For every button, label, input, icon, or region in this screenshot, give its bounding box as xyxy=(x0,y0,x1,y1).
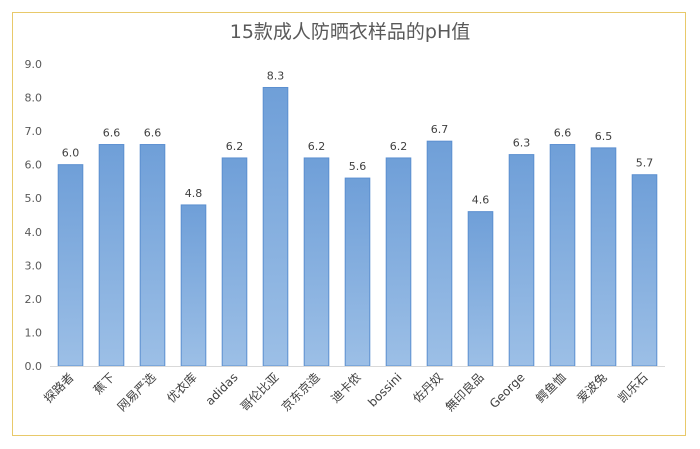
category-label: 迪卡侬 xyxy=(328,370,363,405)
y-tick-label: 9.0 xyxy=(25,58,43,71)
bar xyxy=(508,154,535,367)
bar xyxy=(262,86,289,367)
data-label: 5.6 xyxy=(349,160,367,173)
category-label: 佐丹奴 xyxy=(410,370,445,405)
data-label: 5.7 xyxy=(636,157,654,170)
y-tick-label: 0.0 xyxy=(25,360,43,373)
category-label: 探路者 xyxy=(41,370,77,406)
category-label: 哥伦比亚 xyxy=(237,370,282,415)
bar xyxy=(467,211,494,367)
y-tick-label: 7.0 xyxy=(25,125,43,138)
data-label: 6.5 xyxy=(595,130,613,143)
y-tick-label: 6.0 xyxy=(25,159,43,172)
bars-group xyxy=(57,86,658,367)
bar xyxy=(221,157,248,367)
bar xyxy=(590,147,617,367)
data-label: 8.3 xyxy=(267,69,285,82)
category-label: 蕉下 xyxy=(91,370,118,397)
category-label: 京东京造 xyxy=(279,370,323,414)
category-label: 凯乐石 xyxy=(615,370,650,405)
data-label: 4.8 xyxy=(185,187,203,200)
category-label: 無印良品 xyxy=(442,370,487,415)
bar xyxy=(549,144,576,367)
y-tick-label: 5.0 xyxy=(25,192,43,205)
bar xyxy=(344,177,371,367)
data-label: 4.6 xyxy=(472,194,490,207)
data-label: 6.7 xyxy=(431,123,449,136)
data-label: 6.6 xyxy=(554,127,572,140)
y-tick-label: 8.0 xyxy=(25,92,43,105)
category-label: 网易严选 xyxy=(115,370,159,414)
data-labels-group: 6.0 6.6 6.6 4.8 6.2 8.3 6.2 5.6 6.2 6.7 4.6 6.3 6.6 6… xyxy=(62,69,654,206)
category-label: 鳄鱼恤 xyxy=(533,370,568,405)
chart-title: 15款成人防晒衣样品的pH值 xyxy=(230,21,471,43)
bar xyxy=(303,157,330,367)
bar xyxy=(98,144,125,367)
bar xyxy=(139,144,166,367)
category-label: George xyxy=(487,370,528,411)
bar xyxy=(385,157,412,367)
y-tick-label: 1.0 xyxy=(25,326,43,339)
category-label: adidas xyxy=(203,370,241,408)
bar xyxy=(180,204,207,367)
bar xyxy=(57,164,84,367)
y-tick-label: 2.0 xyxy=(25,293,43,306)
y-axis-ticks: 0.0 1.0 2.0 3.0 4.0 5.0 6.0 7.0 8.0 9.0 xyxy=(25,58,43,373)
data-label: 6.0 xyxy=(62,147,80,160)
data-label: 6.2 xyxy=(390,140,408,153)
category-label: bossini xyxy=(365,370,404,409)
data-label: 6.6 xyxy=(144,127,162,140)
bar xyxy=(426,140,453,367)
y-tick-label: 3.0 xyxy=(25,259,43,272)
y-tick-label: 4.0 xyxy=(25,226,43,239)
data-label: 6.2 xyxy=(308,140,326,153)
category-label: 爱波兔 xyxy=(574,370,610,406)
category-label: 优衣库 xyxy=(164,370,200,406)
data-label: 6.2 xyxy=(226,140,244,153)
data-label: 6.6 xyxy=(103,127,121,140)
bar xyxy=(631,174,658,367)
data-label: 6.3 xyxy=(513,137,531,150)
